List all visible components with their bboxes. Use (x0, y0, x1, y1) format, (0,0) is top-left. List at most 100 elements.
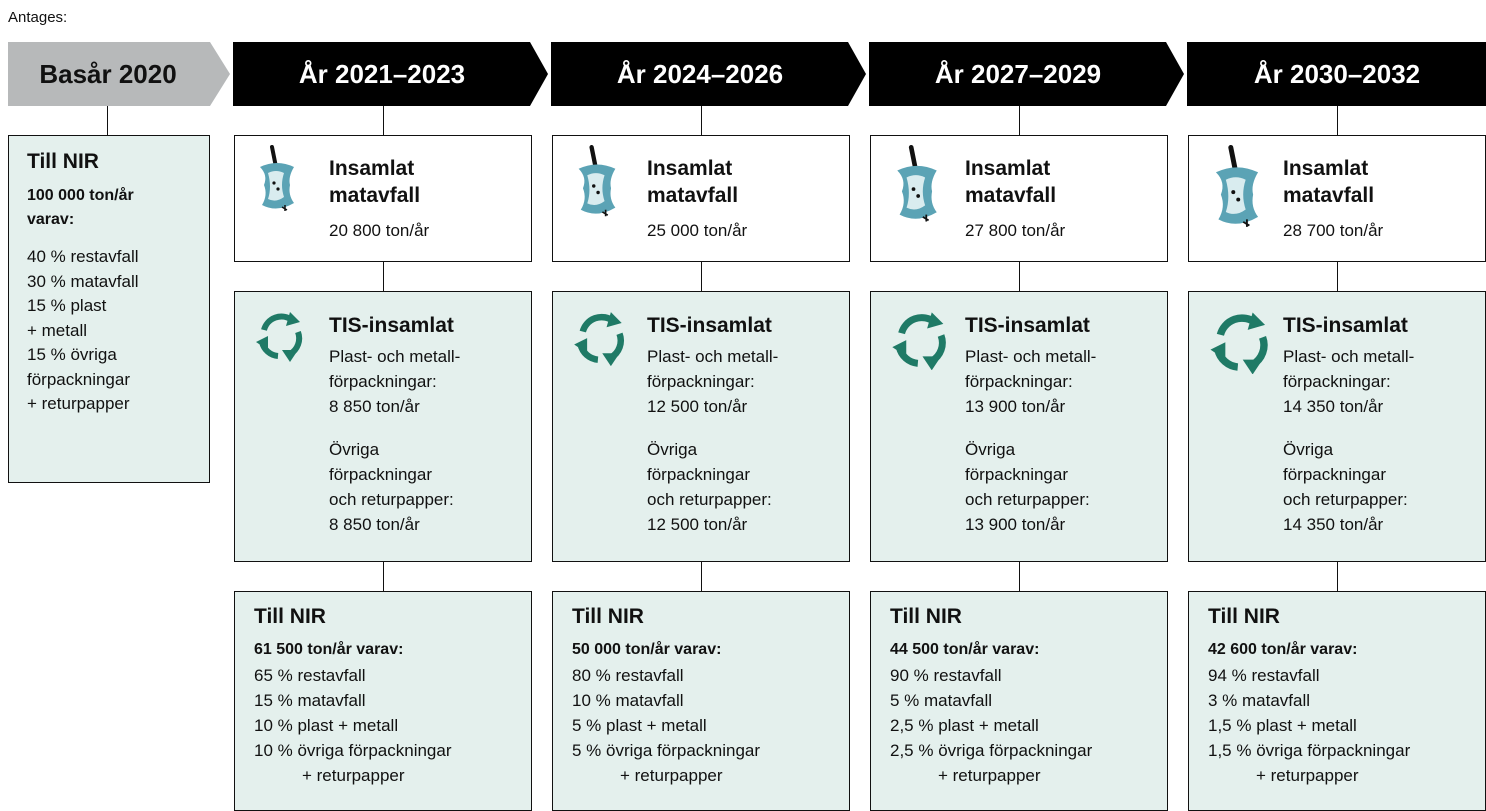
base-total: 100 000 ton/år (27, 187, 134, 204)
tis-plastic-amount: 12 500 ton/år (647, 397, 748, 416)
tis-other-label: förpackningar (647, 465, 751, 484)
tis-plastic-label: Plast- och metall- (329, 347, 461, 366)
connector (701, 562, 702, 591)
nir-total: 44 500 ton/år varav: (890, 641, 1040, 658)
food-title: Insamlat (1283, 157, 1369, 180)
nir-line: 1,5 % plast + metall (1208, 716, 1357, 735)
apple-icon (888, 145, 946, 234)
tis-other-label: och returpapper: (329, 490, 454, 509)
connector (383, 562, 384, 591)
nir-total: 50 000 ton/år varav: (572, 641, 722, 658)
nir-line: 65 % restavfall (254, 666, 366, 685)
nir-line: 5 % övriga förpackningar (572, 741, 761, 760)
base-line: 15 % plast (27, 296, 107, 315)
tis-plastic-amount: 13 900 ton/år (965, 397, 1066, 416)
nir-line: 10 % plast + metall (254, 716, 399, 735)
tis-other-amount: 13 900 ton/år (965, 515, 1066, 534)
base-header: Basår 2020 (39, 59, 177, 89)
food-amount: 25 000 ton/år (647, 221, 748, 240)
tis-other-label: förpackningar (1283, 465, 1387, 484)
nir-line: 80 % restavfall (572, 666, 684, 685)
recycle-icon (572, 310, 628, 371)
food-title: matavfall (329, 184, 421, 207)
tis-plastic-label: Plast- och metall- (1283, 347, 1415, 366)
base-line: + metall (27, 320, 87, 340)
tis-title: TIS-insamlat (965, 314, 1090, 337)
food-title: matavfall (647, 184, 739, 207)
nir-line: + returpapper (938, 766, 1041, 785)
nir-line: 1,5 % övriga förpackningar (1208, 741, 1411, 760)
tis-other-label: och returpapper: (647, 490, 772, 509)
tis-title: TIS-insamlat (329, 314, 454, 337)
connector (1337, 106, 1338, 135)
tis-other-label: förpackningar (965, 465, 1069, 484)
tis-plastic-label: Plast- och metall- (965, 347, 1097, 366)
connector (1019, 262, 1020, 291)
tis-other-amount: 8 850 ton/år (329, 515, 420, 534)
tis-other-label: och returpapper: (965, 490, 1090, 509)
tis-other-label: Övriga (965, 440, 1016, 459)
nir-line: 94 % restavfall (1208, 666, 1320, 685)
food-title: Insamlat (965, 157, 1051, 180)
connector (1019, 562, 1020, 591)
connector (383, 262, 384, 291)
nir-title: Till NIR (254, 605, 326, 628)
recycle-icon (890, 310, 950, 375)
nir-box (234, 591, 532, 811)
base-line: 15 % övriga (27, 345, 117, 364)
nir-line: 2,5 % plast + metall (890, 716, 1039, 735)
connector (1019, 106, 1020, 135)
connector (383, 106, 384, 135)
nir-line: + returpapper (302, 766, 405, 785)
tis-box (552, 291, 850, 562)
tis-other-amount: 14 350 ton/år (1283, 515, 1384, 534)
tis-box (1188, 291, 1486, 562)
nir-line: 5 % plast + metall (572, 716, 707, 735)
tis-other-label: Övriga (1283, 440, 1334, 459)
tis-plastic-label: förpackningar: (329, 372, 437, 391)
tis-title: TIS-insamlat (1283, 314, 1408, 337)
period-header: År 2021–2023 (298, 59, 466, 89)
connector (701, 262, 702, 291)
food-title: matavfall (965, 184, 1057, 207)
tis-plastic-label: förpackningar: (1283, 372, 1391, 391)
apple-icon (252, 145, 302, 222)
nir-total: 61 500 ton/år varav: (254, 641, 404, 658)
food-amount: 27 800 ton/år (965, 221, 1066, 240)
base-line: 40 % restavfall (27, 247, 139, 266)
food-amount: 28 700 ton/år (1283, 221, 1384, 240)
base-line: förpackningar (27, 369, 131, 389)
base-title: Till NIR (27, 150, 99, 173)
nir-title: Till NIR (572, 605, 644, 628)
tis-box (870, 291, 1168, 562)
nir-box (870, 591, 1168, 811)
tis-other-amount: 12 500 ton/år (647, 515, 748, 534)
food-amount: 20 800 ton/år (329, 221, 430, 240)
nir-total: 42 600 ton/år varav: (1208, 641, 1358, 658)
nir-line: + returpapper (620, 766, 723, 785)
nir-box (1188, 591, 1486, 811)
tis-box (234, 291, 532, 562)
recycle-icon (254, 310, 306, 367)
headers-bg (8, 42, 1486, 106)
period-header: År 2030–2032 (1253, 59, 1421, 89)
nir-line: 90 % restavfall (890, 666, 1002, 685)
apple-icon (1206, 145, 1268, 239)
nir-line: 15 % matavfall (254, 691, 366, 710)
tis-plastic-amount: 8 850 ton/år (329, 397, 420, 416)
connector (1337, 562, 1338, 591)
connector (1337, 262, 1338, 291)
tis-other-label: Övriga (329, 440, 380, 459)
base-subtitle: varav: (27, 211, 75, 228)
connector (701, 106, 702, 135)
nir-title: Till NIR (1208, 605, 1280, 628)
nir-line: 5 % matavfall (890, 691, 993, 710)
recycle-icon (1208, 310, 1272, 379)
nir-title: Till NIR (890, 605, 962, 628)
tis-plastic-label: förpackningar: (647, 372, 755, 391)
tis-title: TIS-insamlat (647, 314, 772, 337)
tis-plastic-label: förpackningar: (965, 372, 1073, 391)
tis-plastic-amount: 14 350 ton/år (1283, 397, 1384, 416)
tis-other-label: Övriga (647, 440, 698, 459)
